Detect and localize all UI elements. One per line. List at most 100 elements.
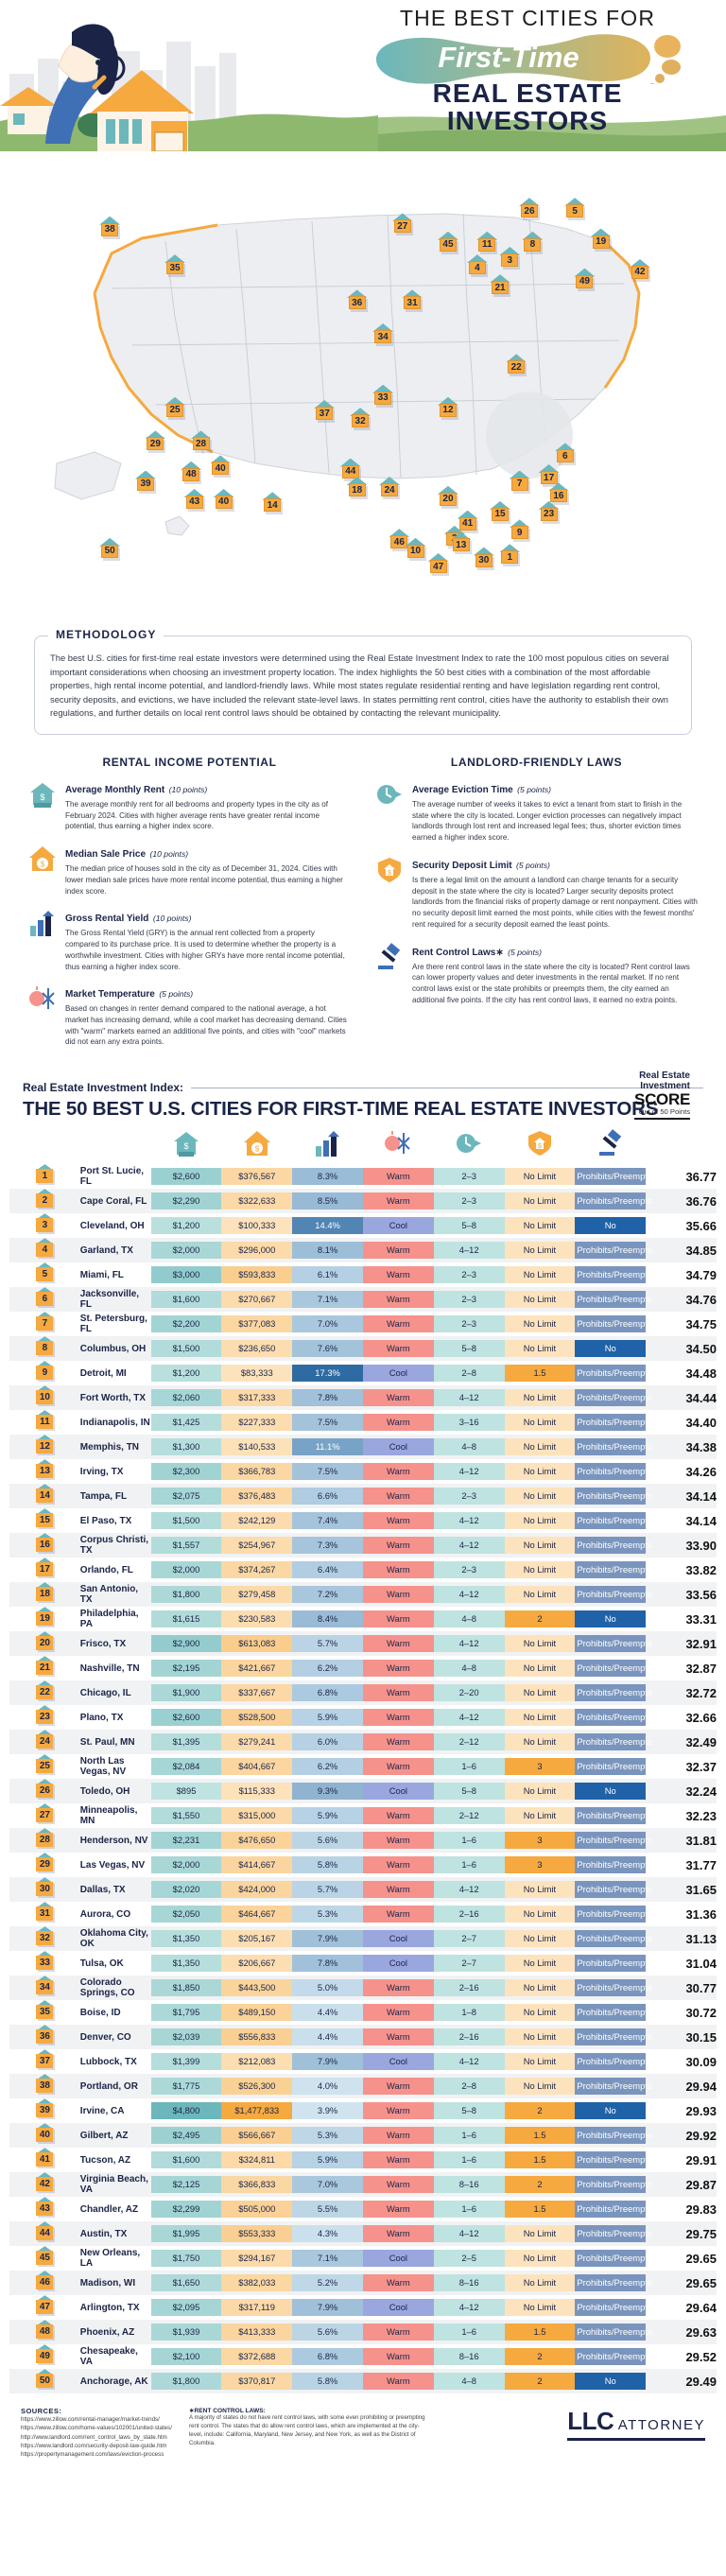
map-pin[interactable]: 22 [504, 354, 528, 374]
map-pin[interactable]: 9 [508, 519, 532, 540]
map-pin[interactable]: 27 [390, 213, 415, 234]
map-pin[interactable]: 25 [163, 396, 187, 418]
gross-yield-cell: 5.6% [292, 1828, 363, 1853]
map-pin[interactable]: 29 [143, 430, 167, 451]
gross-yield-cell: 5.9% [292, 1705, 363, 1730]
gross-yield-cell: 14.4% [292, 1213, 363, 1238]
table-row: 12 Memphis, TN $1,300 $140,533 11.1% Cool 4–8 N… [9, 1435, 717, 1460]
map-pin[interactable]: 34 [371, 323, 395, 344]
map-pin[interactable]: 49 [572, 268, 596, 289]
pin-roof [346, 289, 368, 299]
title-line-1: THE BEST CITIES FOR [399, 6, 656, 30]
map-pin[interactable]: 10 [404, 537, 428, 559]
gross-yield-cell: 17.3% [292, 1361, 363, 1385]
title-line-3: REAL ESTATE [432, 78, 623, 108]
map-pin[interactable]: 1 [497, 544, 522, 565]
map-pin[interactable]: 32 [348, 408, 372, 428]
gross-yield-cell: 7.8% [292, 1951, 363, 1976]
map-pin[interactable]: 48 [179, 461, 203, 482]
city-cell: Garland, TX [79, 1244, 133, 1256]
score-cell: 34.85 [685, 1243, 717, 1258]
rank-cell: 40 [9, 2123, 80, 2148]
market-temp-cell: Warm [362, 1754, 434, 1779]
rank-cell: 32 [9, 1926, 80, 1951]
market-temp-cell: Warm [362, 1164, 434, 1189]
rent-control-cell: Prohibits/Preempts [575, 1484, 652, 1508]
map-pin[interactable]: 20 [436, 485, 460, 507]
gross-yield-cell: 7.0% [292, 2172, 363, 2197]
map-pin[interactable]: 13 [449, 531, 474, 552]
rank-cell: 43 [9, 2197, 80, 2221]
map-pin[interactable]: 18 [345, 477, 370, 497]
avg-rent-cell: $1,650 [150, 2271, 222, 2295]
map-pin[interactable]: 11 [475, 231, 499, 252]
map-pin[interactable]: 35 [163, 254, 187, 275]
market-temp-cell: Cool [362, 1779, 434, 1803]
eviction-time-cell: 2–16 [433, 1976, 505, 2000]
rank-pin-roof [35, 1582, 55, 1590]
map-pin[interactable]: 47 [426, 553, 451, 574]
map-pin[interactable]: 39 [133, 470, 158, 492]
rank-number: 44 [36, 2226, 54, 2241]
map-pin[interactable]: 46 [387, 529, 411, 549]
methodology-title: METHODOLOGY [48, 628, 164, 641]
map-pin[interactable]: 33 [371, 384, 395, 406]
map-pin[interactable]: 7 [508, 470, 532, 492]
map-pin[interactable]: 16 [546, 482, 571, 503]
map-pin[interactable]: 30 [472, 547, 496, 568]
map-pin[interactable]: 19 [589, 228, 614, 250]
map-pin[interactable]: 4 [465, 254, 490, 275]
map-pin[interactable]: 38 [97, 216, 122, 237]
gross-yield-cell: 7.1% [292, 1287, 363, 1312]
map-pin[interactable]: 40 [212, 488, 236, 510]
map-pin[interactable]: 15 [488, 500, 512, 522]
map-pin[interactable]: 45 [436, 231, 460, 252]
map-pin[interactable]: 5 [562, 198, 587, 218]
map-pin[interactable]: 24 [377, 477, 402, 497]
map-pin[interactable]: 26 [517, 198, 542, 218]
eviction-time-cell: 2–3 [433, 1287, 505, 1312]
city-cell: Portland, OR [79, 2080, 138, 2092]
pin-roof [547, 482, 569, 492]
title-block: THE BEST CITIES FOR [338, 6, 717, 134]
map-pin[interactable]: 6 [553, 443, 578, 463]
city-cell: Toledo, OH [79, 1785, 130, 1797]
map-pin[interactable]: 44 [338, 458, 363, 479]
map-pin[interactable]: 8 [520, 231, 544, 252]
avg-rent-cell: $1,399 [150, 2049, 222, 2074]
map-pin[interactable]: 40 [208, 455, 233, 476]
rank-cell: 7 [9, 1312, 80, 1336]
rank-cell: 35 [9, 2000, 80, 2025]
map-pin[interactable]: 17 [537, 464, 562, 485]
avg-rent-cell: $1,200 [150, 1213, 222, 1238]
table-row: 17 Orlando, FL $2,000 $374,267 6.4% Warm 2–3 No… [9, 1558, 717, 1582]
map-pin[interactable]: 37 [312, 400, 337, 421]
map-pin[interactable]: 31 [400, 289, 424, 310]
map-pin[interactable]: 23 [537, 500, 562, 522]
map-pin[interactable]: 21 [488, 274, 512, 295]
gross-yield-cell: 3.9% [292, 2098, 363, 2123]
rank-cell: 50 [9, 2369, 80, 2393]
rank-cell: 3 [9, 1213, 80, 1238]
map-pin[interactable]: 12 [436, 396, 460, 418]
security-deposit-cell: No Limit [504, 1533, 576, 1558]
rent-control-cell: Prohibits/Preempts [575, 2320, 652, 2344]
map-pin[interactable]: 36 [345, 289, 370, 310]
score-cell: 29.87 [685, 2177, 717, 2192]
map-pin[interactable]: 41 [456, 510, 480, 531]
median-price-cell: $553,333 [221, 2221, 293, 2246]
table-kicker-text: Real Estate Investment Index: [23, 1081, 184, 1095]
rank-pin: 40 [33, 2123, 56, 2143]
map-pin[interactable]: 14 [260, 492, 285, 513]
rent-control-cell: Prohibits/Preempts [575, 1558, 652, 1582]
map-pin[interactable]: 28 [189, 430, 214, 451]
map-pin[interactable]: 50 [97, 537, 122, 559]
map-pin[interactable]: 3 [497, 247, 522, 268]
median-price-cell: $317,119 [221, 2295, 293, 2320]
map-pin[interactable]: 42 [628, 258, 652, 280]
rank-cell: 30 [9, 1877, 80, 1902]
map-pin[interactable]: 43 [182, 488, 207, 510]
market-temp-cell: Warm [362, 1582, 434, 1607]
table-row: 6 Jacksonville, FL $1,600 $270,667 7.1% Warm 2… [9, 1287, 717, 1313]
llc-attorney-logo[interactable]: LLC ATTORNEY [567, 2407, 705, 2442]
